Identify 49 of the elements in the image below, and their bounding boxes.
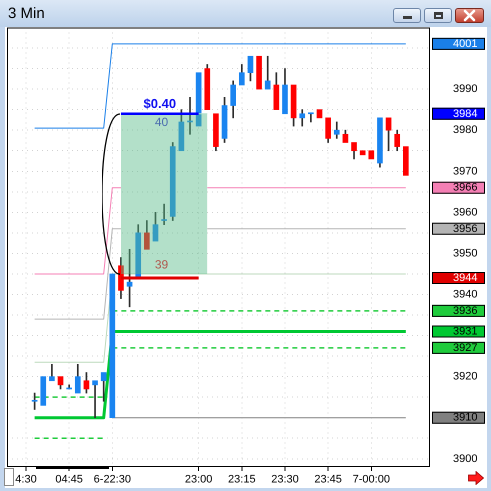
y-tick-label: 3990 — [453, 83, 478, 96]
y-tick-label: 3927 — [453, 342, 478, 354]
candlestick — [248, 56, 254, 82]
candlestick — [282, 68, 288, 114]
candlestick — [403, 146, 409, 176]
chart-title: 3 Min — [8, 4, 45, 23]
candlestick — [109, 274, 116, 418]
candlestick — [256, 56, 262, 90]
x-tick-label: 23:15 — [228, 474, 256, 486]
y-tick-label: 3944 — [453, 272, 478, 284]
annotation: 40 — [154, 115, 169, 130]
candlestick — [152, 212, 158, 242]
y-tick-label: 3970 — [453, 165, 478, 178]
candlestick — [118, 257, 124, 299]
x-tick-label: 04:45 — [55, 474, 83, 486]
y-tick-label: 4001 — [453, 38, 478, 50]
candlestick — [368, 150, 374, 160]
x-tick-label: 4:30 — [15, 474, 37, 486]
candlestick — [386, 118, 392, 152]
y-tick-label: 3966 — [453, 182, 478, 194]
x-tick-label: 23:30 — [271, 474, 299, 486]
y-tick-label: 3984 — [453, 108, 478, 120]
y-tick-label: 3980 — [453, 124, 478, 136]
y-tick-label: 3960 — [453, 206, 478, 218]
x-tick-label: 23:00 — [184, 474, 212, 486]
candlestick — [377, 118, 383, 168]
x-tick-label: 23:45 — [314, 474, 342, 486]
y-tick-label: 3956 — [453, 222, 478, 235]
candlestick — [84, 372, 90, 394]
y-tick-label: 3950 — [453, 247, 478, 260]
candlestick — [187, 96, 193, 135]
y-tick-label: 3940 — [453, 288, 478, 301]
y-tick-label: 3910 — [453, 412, 478, 424]
candlestick — [92, 380, 98, 418]
y-tick-label: 3936 — [453, 304, 478, 317]
candlestick — [196, 72, 202, 126]
candlestick — [58, 376, 64, 390]
x-tick-label: 7-00:00 — [352, 474, 390, 486]
x-tick-label: 6-22:30 — [94, 474, 131, 486]
annotation: 39 — [154, 257, 169, 272]
y-tick-label: 3920 — [453, 370, 478, 383]
candlestick — [351, 142, 357, 160]
candlestick — [316, 109, 322, 118]
candlestick — [40, 376, 46, 406]
y-tick-label: 3931 — [453, 325, 478, 338]
annotation: $0.40 — [144, 96, 176, 111]
candlestick — [360, 150, 366, 156]
y-tick-label: 3900 — [453, 452, 478, 465]
candlestick — [222, 96, 228, 143]
